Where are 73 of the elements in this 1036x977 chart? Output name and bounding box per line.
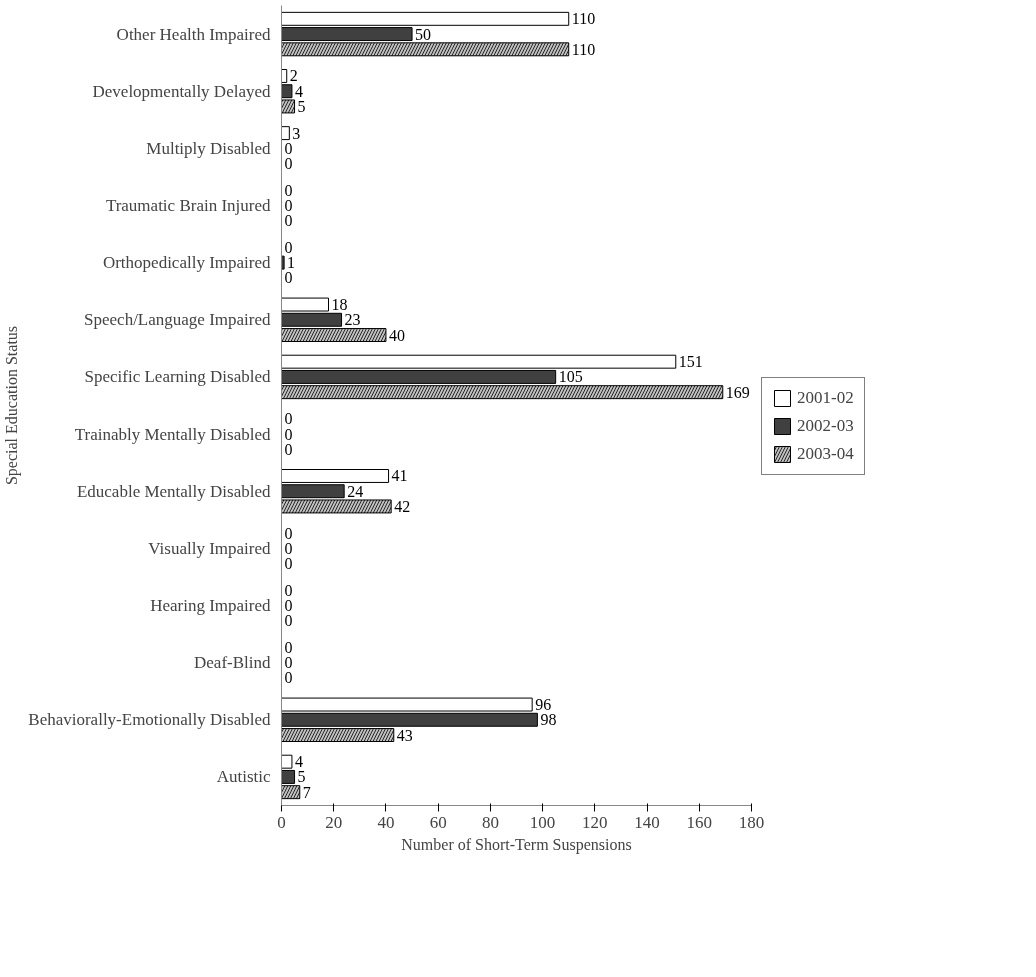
y-tick-label: Trainably Mentally Disabled [74, 424, 271, 444]
data-label: 98 [540, 711, 557, 729]
y-tick-label: Multiply Disabled [146, 138, 271, 158]
data-label: 24 [347, 482, 364, 500]
data-label: 5 [297, 97, 306, 115]
data-label: 0 [284, 638, 293, 656]
data-label: 105 [558, 368, 583, 386]
data-label: 41 [391, 467, 408, 485]
data-label: 0 [284, 539, 293, 557]
y-tick-label: Deaf-Blind [194, 653, 271, 673]
x-tick-label: 20 [325, 812, 343, 832]
data-label: 151 [678, 353, 703, 371]
legend-label: 2003-04 [797, 444, 854, 464]
x-tick-label: 160 [686, 812, 713, 832]
data-label: 50 [415, 25, 432, 43]
data-label: 169 [725, 383, 750, 401]
data-label: 5 [297, 768, 306, 786]
y-tick-label: Autistic [216, 767, 271, 787]
data-label: 0 [284, 524, 293, 542]
y-tick-label: Traumatic Brain Injured [105, 196, 271, 215]
x-tick-label: 40 [377, 812, 395, 832]
data-label: 110 [571, 40, 596, 58]
y-tick-label: Visually Impaired [148, 538, 271, 558]
y-tick-label: Educable Mentally Disabled [76, 481, 271, 501]
data-label: 0 [284, 425, 293, 443]
data-label: 42 [394, 497, 411, 515]
data-label: 0 [284, 581, 293, 599]
y-tick-label: Hearing Impaired [150, 596, 271, 615]
y-tick-label: Developmentally Delayed [92, 81, 271, 101]
data-label: 0 [284, 238, 293, 256]
x-tick-label: 140 [634, 812, 660, 832]
data-label: 7 [302, 783, 311, 801]
legend-label: 2002-03 [797, 416, 854, 436]
data-label: 0 [284, 555, 293, 573]
data-label: 4 [294, 753, 303, 771]
y-axis-title: Special Education Status [3, 325, 22, 486]
data-label: 4 [294, 82, 303, 100]
y-tick-label: Other Health Impaired [116, 24, 271, 44]
data-label: 2 [289, 67, 298, 85]
data-label: 40 [388, 326, 405, 344]
y-tick-label: Speech/Language Impaired [84, 310, 271, 330]
data-label: 0 [284, 212, 293, 230]
x-tick-label: 120 [582, 812, 608, 832]
data-label: 3 [292, 124, 301, 142]
data-label: 0 [284, 440, 293, 458]
legend-label: 2001-02 [797, 388, 854, 408]
data-label: 0 [284, 654, 293, 672]
x-axis-title: Number of Short-Term Suspensions [401, 835, 632, 854]
data-label: 0 [284, 669, 293, 687]
data-label: 0 [284, 181, 293, 199]
data-label: 0 [284, 139, 293, 157]
data-label: 0 [284, 612, 293, 630]
x-tick-label: 80 [481, 812, 499, 832]
data-label: 0 [284, 410, 293, 428]
y-tick-label: Behaviorally-Emotionally Disabled [28, 710, 271, 730]
data-label: 23 [344, 311, 361, 329]
data-label: 0 [284, 197, 293, 214]
data-label: 0 [284, 597, 293, 614]
data-label: 0 [284, 155, 293, 173]
x-tick-label: 60 [429, 812, 447, 832]
data-label: 110 [571, 10, 596, 28]
y-tick-label: Orthopedically Impaired [102, 253, 271, 273]
x-tick-label: 100 [529, 812, 556, 832]
data-label: 18 [331, 296, 348, 314]
data-label: 1 [287, 254, 296, 272]
data-label: 0 [284, 269, 293, 287]
data-label: 43 [396, 726, 413, 744]
data-label: 96 [535, 696, 552, 714]
bar [281, 126, 290, 141]
x-tick-label: 0 [277, 812, 286, 832]
x-tick-label: 180 [738, 812, 765, 832]
bar [281, 255, 285, 270]
y-tick-label: Specific Learning Disabled [84, 367, 271, 387]
